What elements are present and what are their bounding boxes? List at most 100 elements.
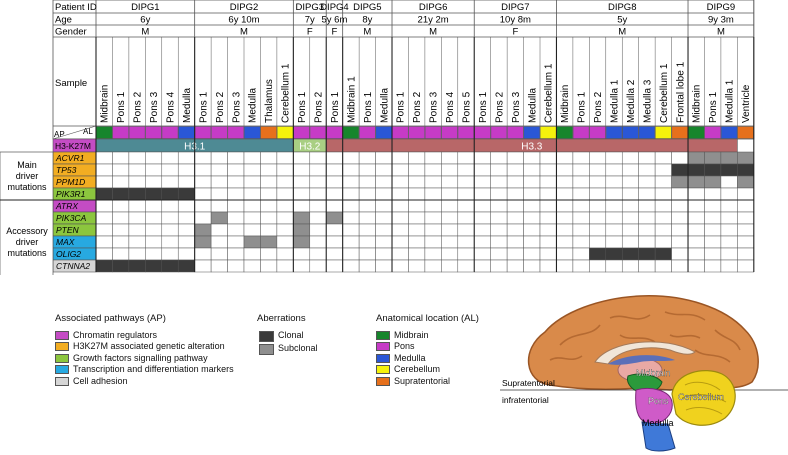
mutation-cell bbox=[737, 247, 755, 261]
sample-label: Pons 3 bbox=[511, 91, 522, 123]
al-cell bbox=[605, 126, 623, 139]
label-age: Age bbox=[55, 15, 72, 26]
mutation-cell bbox=[325, 211, 343, 225]
mutation-cell bbox=[523, 259, 541, 273]
mutation-cell bbox=[227, 199, 245, 213]
mutation-cell bbox=[539, 163, 557, 177]
brain-label-medulla: Medulla bbox=[642, 418, 674, 428]
mutation-cell bbox=[210, 235, 228, 249]
mutation-cell bbox=[293, 247, 311, 261]
mutation-cell bbox=[145, 223, 163, 237]
section-label: Main bbox=[17, 160, 37, 170]
section-label: Accessory bbox=[6, 226, 48, 236]
brain-label-supratentorial: Supratentorial bbox=[502, 378, 555, 388]
mutation-cell bbox=[227, 247, 245, 261]
mutation-cell bbox=[621, 151, 639, 165]
mutation-cell bbox=[375, 163, 393, 177]
mutation-cell bbox=[408, 151, 426, 165]
mutation-cell bbox=[704, 187, 722, 201]
mutation-cell bbox=[358, 211, 376, 225]
mutation-cell bbox=[523, 163, 541, 177]
mutation-cell bbox=[506, 163, 524, 177]
mutation-cell bbox=[457, 235, 475, 249]
mutation-cell bbox=[473, 175, 491, 189]
mutation-cell bbox=[638, 151, 656, 165]
mutation-cell bbox=[720, 259, 738, 273]
brain-label-infratentorial: infratentorial bbox=[502, 395, 549, 405]
mutation-cell bbox=[539, 151, 557, 165]
mutation-cell bbox=[539, 235, 557, 249]
mutation-cell bbox=[408, 247, 426, 261]
mutation-cell bbox=[490, 259, 508, 273]
legend-aberration-item: Clonal bbox=[259, 330, 318, 343]
mutation-cell bbox=[539, 199, 557, 213]
mutation-cell bbox=[424, 175, 442, 189]
mutation-cell bbox=[177, 247, 195, 261]
mutation-cell bbox=[112, 151, 130, 165]
sample-label: Midbrain bbox=[560, 85, 571, 123]
sample-label: Midbrain 1 bbox=[346, 76, 357, 123]
sample-label: Pons 1 bbox=[116, 91, 127, 123]
section-label: driver bbox=[16, 237, 39, 247]
mutation-cell bbox=[325, 235, 343, 249]
legend-location-item: Medulla bbox=[376, 353, 479, 365]
mutation-cell bbox=[128, 187, 146, 201]
legend-aberration-item-swatch bbox=[259, 330, 274, 342]
brain-label-pons: Pons bbox=[648, 396, 669, 406]
mutation-cell bbox=[539, 175, 557, 189]
patient-id: DIPG2 bbox=[230, 2, 259, 13]
mutation-cell bbox=[720, 211, 738, 225]
mutation-cell bbox=[506, 235, 524, 249]
cerebellum-folia bbox=[681, 381, 727, 415]
sample-label: Pons 3 bbox=[149, 91, 160, 123]
mutation-cell bbox=[506, 199, 524, 213]
patient-gender: M bbox=[141, 27, 149, 38]
section-label: driver bbox=[16, 171, 39, 181]
patient-age: 9y 3m bbox=[708, 15, 734, 26]
corpus-callosum bbox=[594, 341, 696, 365]
mutation-cell bbox=[243, 187, 261, 201]
mutation-cell bbox=[177, 259, 195, 273]
mutation-cell bbox=[260, 235, 278, 249]
legend-location-item-label: Midbrain bbox=[394, 329, 429, 340]
mutation-cell bbox=[671, 259, 689, 273]
mutation-cell bbox=[621, 259, 639, 273]
mutation-cell bbox=[408, 259, 426, 273]
section-label: mutations bbox=[7, 248, 47, 258]
mutation-cell bbox=[720, 163, 738, 177]
al-cell bbox=[721, 126, 738, 139]
mutation-cell bbox=[227, 259, 245, 273]
mutation-cell bbox=[112, 235, 130, 249]
mutation-cell bbox=[95, 151, 113, 165]
mutation-cell bbox=[605, 199, 623, 213]
mutation-cell bbox=[293, 199, 311, 213]
sample-label: Pons 1 bbox=[198, 91, 209, 123]
legend-location-item-swatch bbox=[376, 353, 390, 363]
mutation-cell bbox=[638, 187, 656, 201]
mutation-cell bbox=[638, 247, 656, 261]
mutation-cell bbox=[112, 211, 130, 225]
mutation-cell bbox=[391, 175, 409, 189]
mutation-cell bbox=[720, 223, 738, 237]
label-ap: AP bbox=[54, 130, 65, 139]
mutation-cell bbox=[424, 259, 442, 273]
legend-pathway-item-swatch bbox=[55, 376, 69, 386]
mutation-cell bbox=[539, 223, 557, 237]
mutation-cell bbox=[145, 247, 163, 261]
mutation-cell bbox=[293, 235, 311, 249]
mutation-cell bbox=[523, 235, 541, 249]
mutation-cell bbox=[128, 235, 146, 249]
mutation-cell bbox=[260, 187, 278, 201]
mutation-cell bbox=[112, 259, 130, 273]
mutation-cell bbox=[572, 223, 590, 237]
mutation-cell bbox=[638, 175, 656, 189]
legend-aberration-item-swatch bbox=[259, 343, 274, 355]
mutation-cell bbox=[490, 175, 508, 189]
mutation-cell bbox=[473, 247, 491, 261]
mutation-cell bbox=[490, 211, 508, 225]
mutation-cell bbox=[309, 199, 327, 213]
mutation-cell bbox=[638, 223, 656, 237]
mutation-cell bbox=[556, 223, 574, 237]
sample-label: Cerebellum 1 bbox=[544, 63, 555, 123]
mutation-cell bbox=[638, 199, 656, 213]
